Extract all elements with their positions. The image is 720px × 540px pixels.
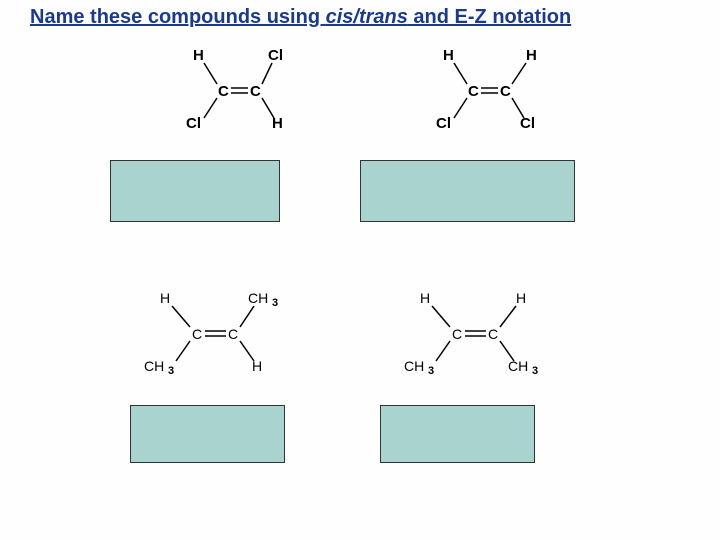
title-suffix: and E-Z notation — [408, 6, 571, 28]
title-italic: cis/trans — [326, 6, 408, 28]
molecule-3-svg: H CH 3 C C CH 3 H — [120, 285, 320, 380]
bond-bl — [454, 98, 467, 118]
bond-tl — [204, 63, 217, 84]
sub-top-right: H — [516, 290, 526, 306]
bond-tl — [172, 306, 190, 327]
bond-br — [512, 98, 524, 118]
page-title: Name these compounds using cis/trans and… — [30, 6, 571, 29]
answer-box-3 — [130, 405, 285, 463]
bond-br — [262, 98, 274, 118]
center-left: C — [452, 326, 462, 342]
bond-tr — [240, 306, 254, 327]
molecule-1-svg: H Cl C C Cl H — [150, 42, 330, 137]
molecule-1: H Cl C C Cl H — [150, 42, 330, 137]
bond-tr — [512, 63, 526, 84]
sub-top-left: H — [193, 47, 204, 64]
center-left: C — [192, 326, 202, 342]
molecule-2: H H C C Cl Cl — [400, 42, 580, 137]
bond-tl — [454, 63, 467, 84]
sub-bottom-left: Cl — [436, 115, 451, 132]
sub-top-right-3: 3 — [272, 297, 278, 309]
center-right: C — [500, 83, 511, 100]
sub-top-left: H — [443, 47, 454, 64]
answer-box-2 — [360, 160, 575, 222]
center-left: C — [218, 83, 229, 100]
bond-tl — [432, 306, 450, 327]
molecule-4: H H C C CH 3 CH 3 — [380, 285, 580, 380]
sub-top-right: H — [526, 47, 537, 64]
center-right: C — [228, 326, 238, 342]
answer-box-4 — [380, 405, 535, 463]
center-right: C — [488, 326, 498, 342]
sub-top-left: H — [160, 290, 170, 306]
bond-tr — [262, 63, 272, 84]
sub-top-right: CH — [248, 290, 268, 306]
bond-br — [500, 341, 514, 361]
bond-br — [240, 341, 254, 361]
molecule-3: H CH 3 C C CH 3 H — [120, 285, 320, 380]
center-right: C — [250, 83, 261, 100]
bond-bl — [436, 341, 450, 361]
sub-top-right: Cl — [268, 47, 283, 64]
sub-bottom-left-3: 3 — [428, 365, 434, 377]
sub-bottom-right-3: 3 — [532, 365, 538, 377]
sub-bottom-left: Cl — [186, 115, 201, 132]
sub-top-left: H — [420, 290, 430, 306]
sub-bottom-right: Cl — [520, 115, 535, 132]
answer-box-1 — [110, 160, 280, 222]
sub-bottom-left-3: 3 — [168, 365, 174, 377]
bond-bl — [176, 341, 190, 361]
molecule-2-svg: H H C C Cl Cl — [400, 42, 580, 137]
molecule-4-svg: H H C C CH 3 CH 3 — [380, 285, 580, 380]
bond-bl — [204, 98, 217, 118]
sub-bottom-left: CH — [404, 358, 424, 374]
title-prefix: Name these compounds using — [30, 6, 326, 28]
sub-bottom-right: CH — [508, 358, 528, 374]
bond-tr — [500, 306, 516, 327]
center-left: C — [468, 83, 479, 100]
sub-bottom-left: CH — [144, 358, 164, 374]
